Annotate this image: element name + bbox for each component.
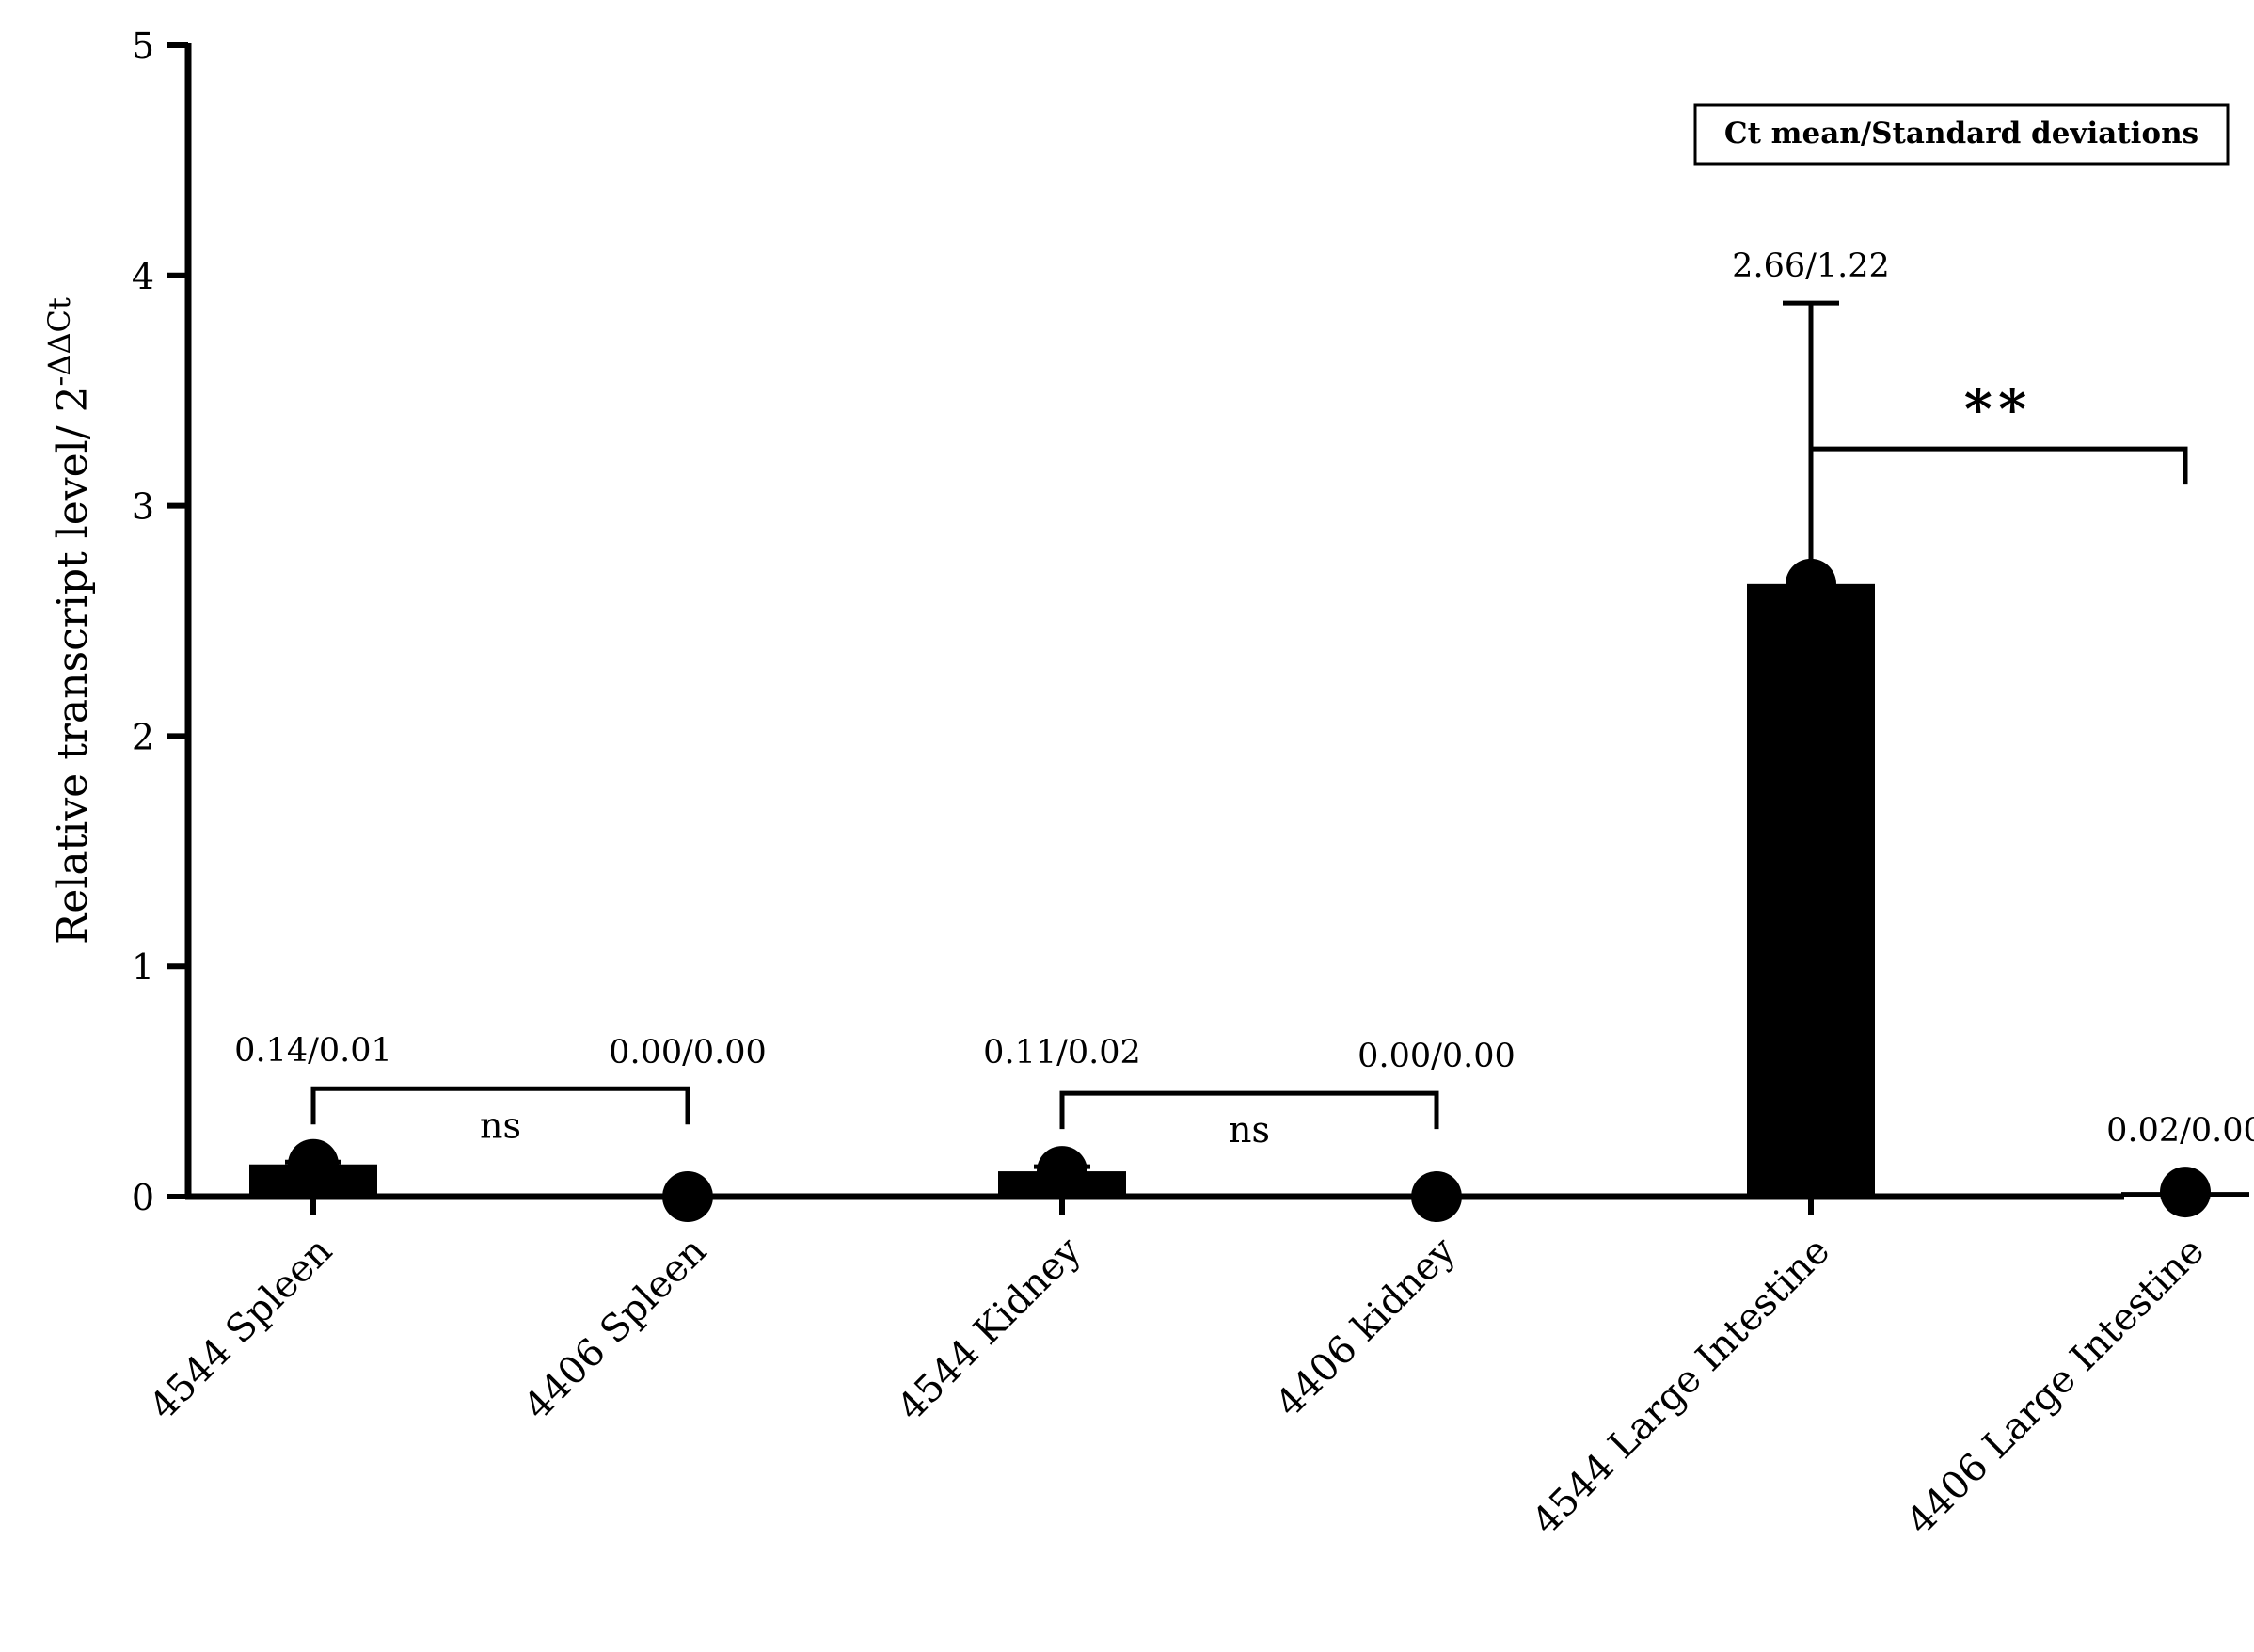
significance-label: ns [1229, 1109, 1270, 1151]
significance-label: ns [480, 1104, 521, 1146]
value-label: 0.02/0.00 [2106, 1112, 2254, 1150]
y-tick-label: 0 [132, 1177, 154, 1218]
category-label: 4544 Kidney [889, 1229, 1089, 1429]
data-point [1411, 1171, 1462, 1222]
category-label: 4406 Large Intestine [1898, 1230, 2213, 1544]
significance-bracket: ** [1811, 377, 2188, 485]
category-label: 4406 kidney [1267, 1229, 1464, 1425]
data-point [1037, 1146, 1087, 1198]
y-tick-label: 2 [132, 716, 154, 757]
legend-box: Ct mean/Standard deviations [1693, 103, 2230, 166]
category-label: 4544 Large Intestine [1524, 1230, 1838, 1544]
value-label: 2.66/1.22 [1732, 247, 1890, 285]
legend-box-label: Ct mean/Standard deviations [1724, 117, 2198, 151]
y-tick-label: 5 [132, 25, 154, 67]
data-point [288, 1138, 339, 1190]
y-tick-label: 3 [132, 486, 154, 528]
bars [249, 300, 2249, 1222]
data-point [1786, 558, 1836, 610]
category-label: 4406 Spleen [516, 1230, 715, 1429]
y-axis-title: Relative transcript level/ 2-ΔΔCt [41, 297, 97, 945]
y-axis-title-main: Relative transcript level/ 2 [49, 386, 97, 944]
axes: 0 1 2 3 4 5 [132, 25, 2188, 1218]
y-tick-label: 4 [132, 256, 154, 297]
value-label: 0.14/0.01 [234, 1032, 392, 1070]
significance-bracket: ns [310, 1086, 690, 1146]
bracket-line [1811, 446, 2188, 485]
value-labels: 0.14/0.01 0.00/0.00 0.11/0.02 0.00/0.00 2.66… [234, 247, 2254, 1150]
bracket-line [1059, 1090, 1439, 1130]
significance-bracket: ns [1059, 1090, 1439, 1151]
significance-label: ** [1964, 377, 2033, 441]
y-tick-label: 1 [132, 946, 154, 988]
data-point [2160, 1167, 2211, 1218]
value-label: 0.00/0.00 [609, 1034, 767, 1072]
legend-box-frame [1693, 103, 2230, 166]
y-axis-label: Relative transcript level/ 2-ΔΔCt [41, 297, 97, 945]
y-axis-title-superscript: -ΔΔCt [41, 297, 77, 387]
category-label: 4544 Spleen [141, 1230, 341, 1429]
bar [1747, 583, 1875, 1197]
bracket-line [310, 1086, 690, 1125]
value-label: 0.00/0.00 [1357, 1038, 1516, 1075]
value-label: 0.11/0.02 [983, 1034, 1141, 1072]
data-point [662, 1171, 713, 1222]
category-labels: 4544 Spleen 4406 Spleen 4544 Kidney 4406 ki… [141, 1229, 2213, 1544]
